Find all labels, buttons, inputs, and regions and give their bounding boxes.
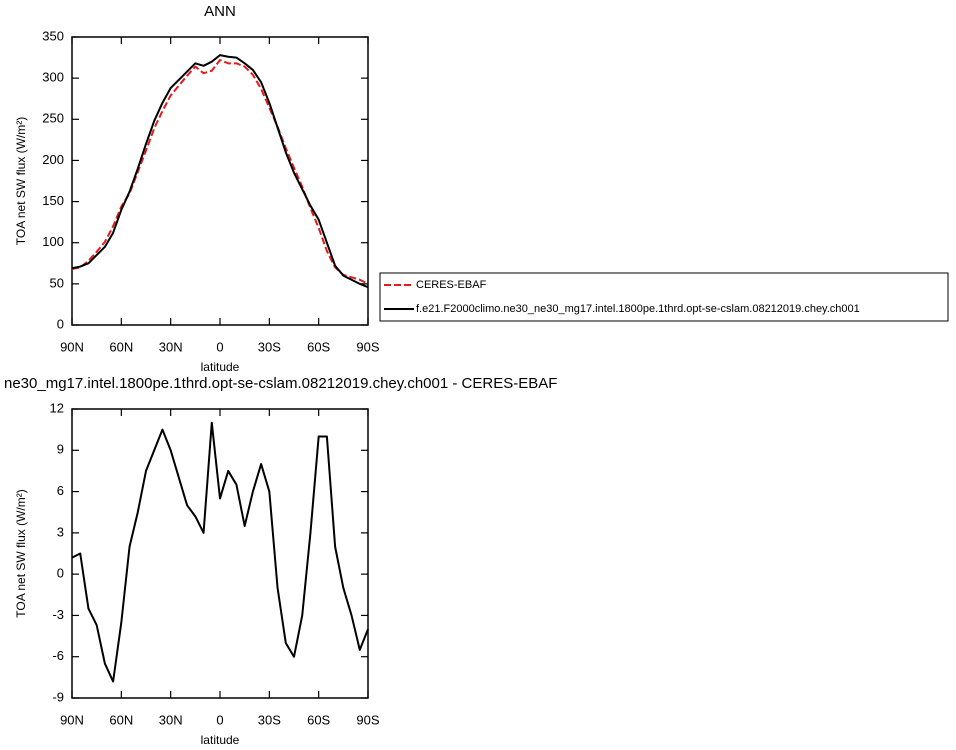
x-axis-label: latitude [201, 360, 240, 374]
y-tick-label: 350 [42, 28, 64, 43]
y-tick-label: 50 [50, 275, 64, 290]
y-tick-label: 0 [57, 316, 64, 331]
y-tick-label: 100 [42, 234, 64, 249]
x-tick-label: 60S [307, 339, 330, 354]
y-tick-label: -3 [52, 607, 64, 622]
y-tick-label: 6 [57, 483, 64, 498]
x-tick-label: 60S [307, 712, 330, 727]
y-tick-label: 150 [42, 193, 64, 208]
x-axis-label: latitude [201, 733, 240, 747]
y-tick-label: 0 [57, 566, 64, 581]
y-axis-label: TOA net SW flux (W/m²) [14, 117, 28, 245]
x-tick-label: 30N [159, 339, 183, 354]
x-tick-label: 30S [258, 339, 281, 354]
chart-title: ne30_mg17.intel.1800pe.1thrd.opt-se-csla… [4, 375, 557, 392]
legend-label: f.e21.F2000climo.ne30_ne30_mg17.intel.18… [416, 303, 860, 315]
x-tick-label: 30S [258, 712, 281, 727]
x-tick-label: 90N [60, 712, 84, 727]
x-tick-label: 0 [216, 712, 223, 727]
y-tick-label: -6 [52, 648, 64, 663]
y-tick-label: 300 [42, 70, 64, 85]
x-tick-label: 0 [216, 339, 223, 354]
y-tick-label: -9 [52, 689, 64, 704]
chart-title: ANN [204, 3, 236, 20]
legend-label: CERES-EBAF [416, 279, 487, 291]
y-tick-label: 200 [42, 152, 64, 167]
y-axis-label: TOA net SW flux (W/m²) [14, 489, 28, 617]
x-tick-label: 90S [356, 712, 379, 727]
y-tick-label: 3 [57, 524, 64, 539]
plot-frame [71, 36, 369, 326]
legend-box [379, 272, 949, 322]
x-tick-label: 90N [60, 339, 84, 354]
x-tick-label: 60N [109, 712, 133, 727]
x-tick-label: 60N [109, 339, 133, 354]
y-tick-label: 250 [42, 111, 64, 126]
x-tick-label: 30N [159, 712, 183, 727]
data-line [71, 59, 369, 285]
y-tick-label: 12 [50, 400, 64, 415]
y-tick-label: 9 [57, 442, 64, 457]
x-tick-label: 90S [356, 339, 379, 354]
data-line [71, 54, 369, 289]
data-line [71, 421, 369, 683]
